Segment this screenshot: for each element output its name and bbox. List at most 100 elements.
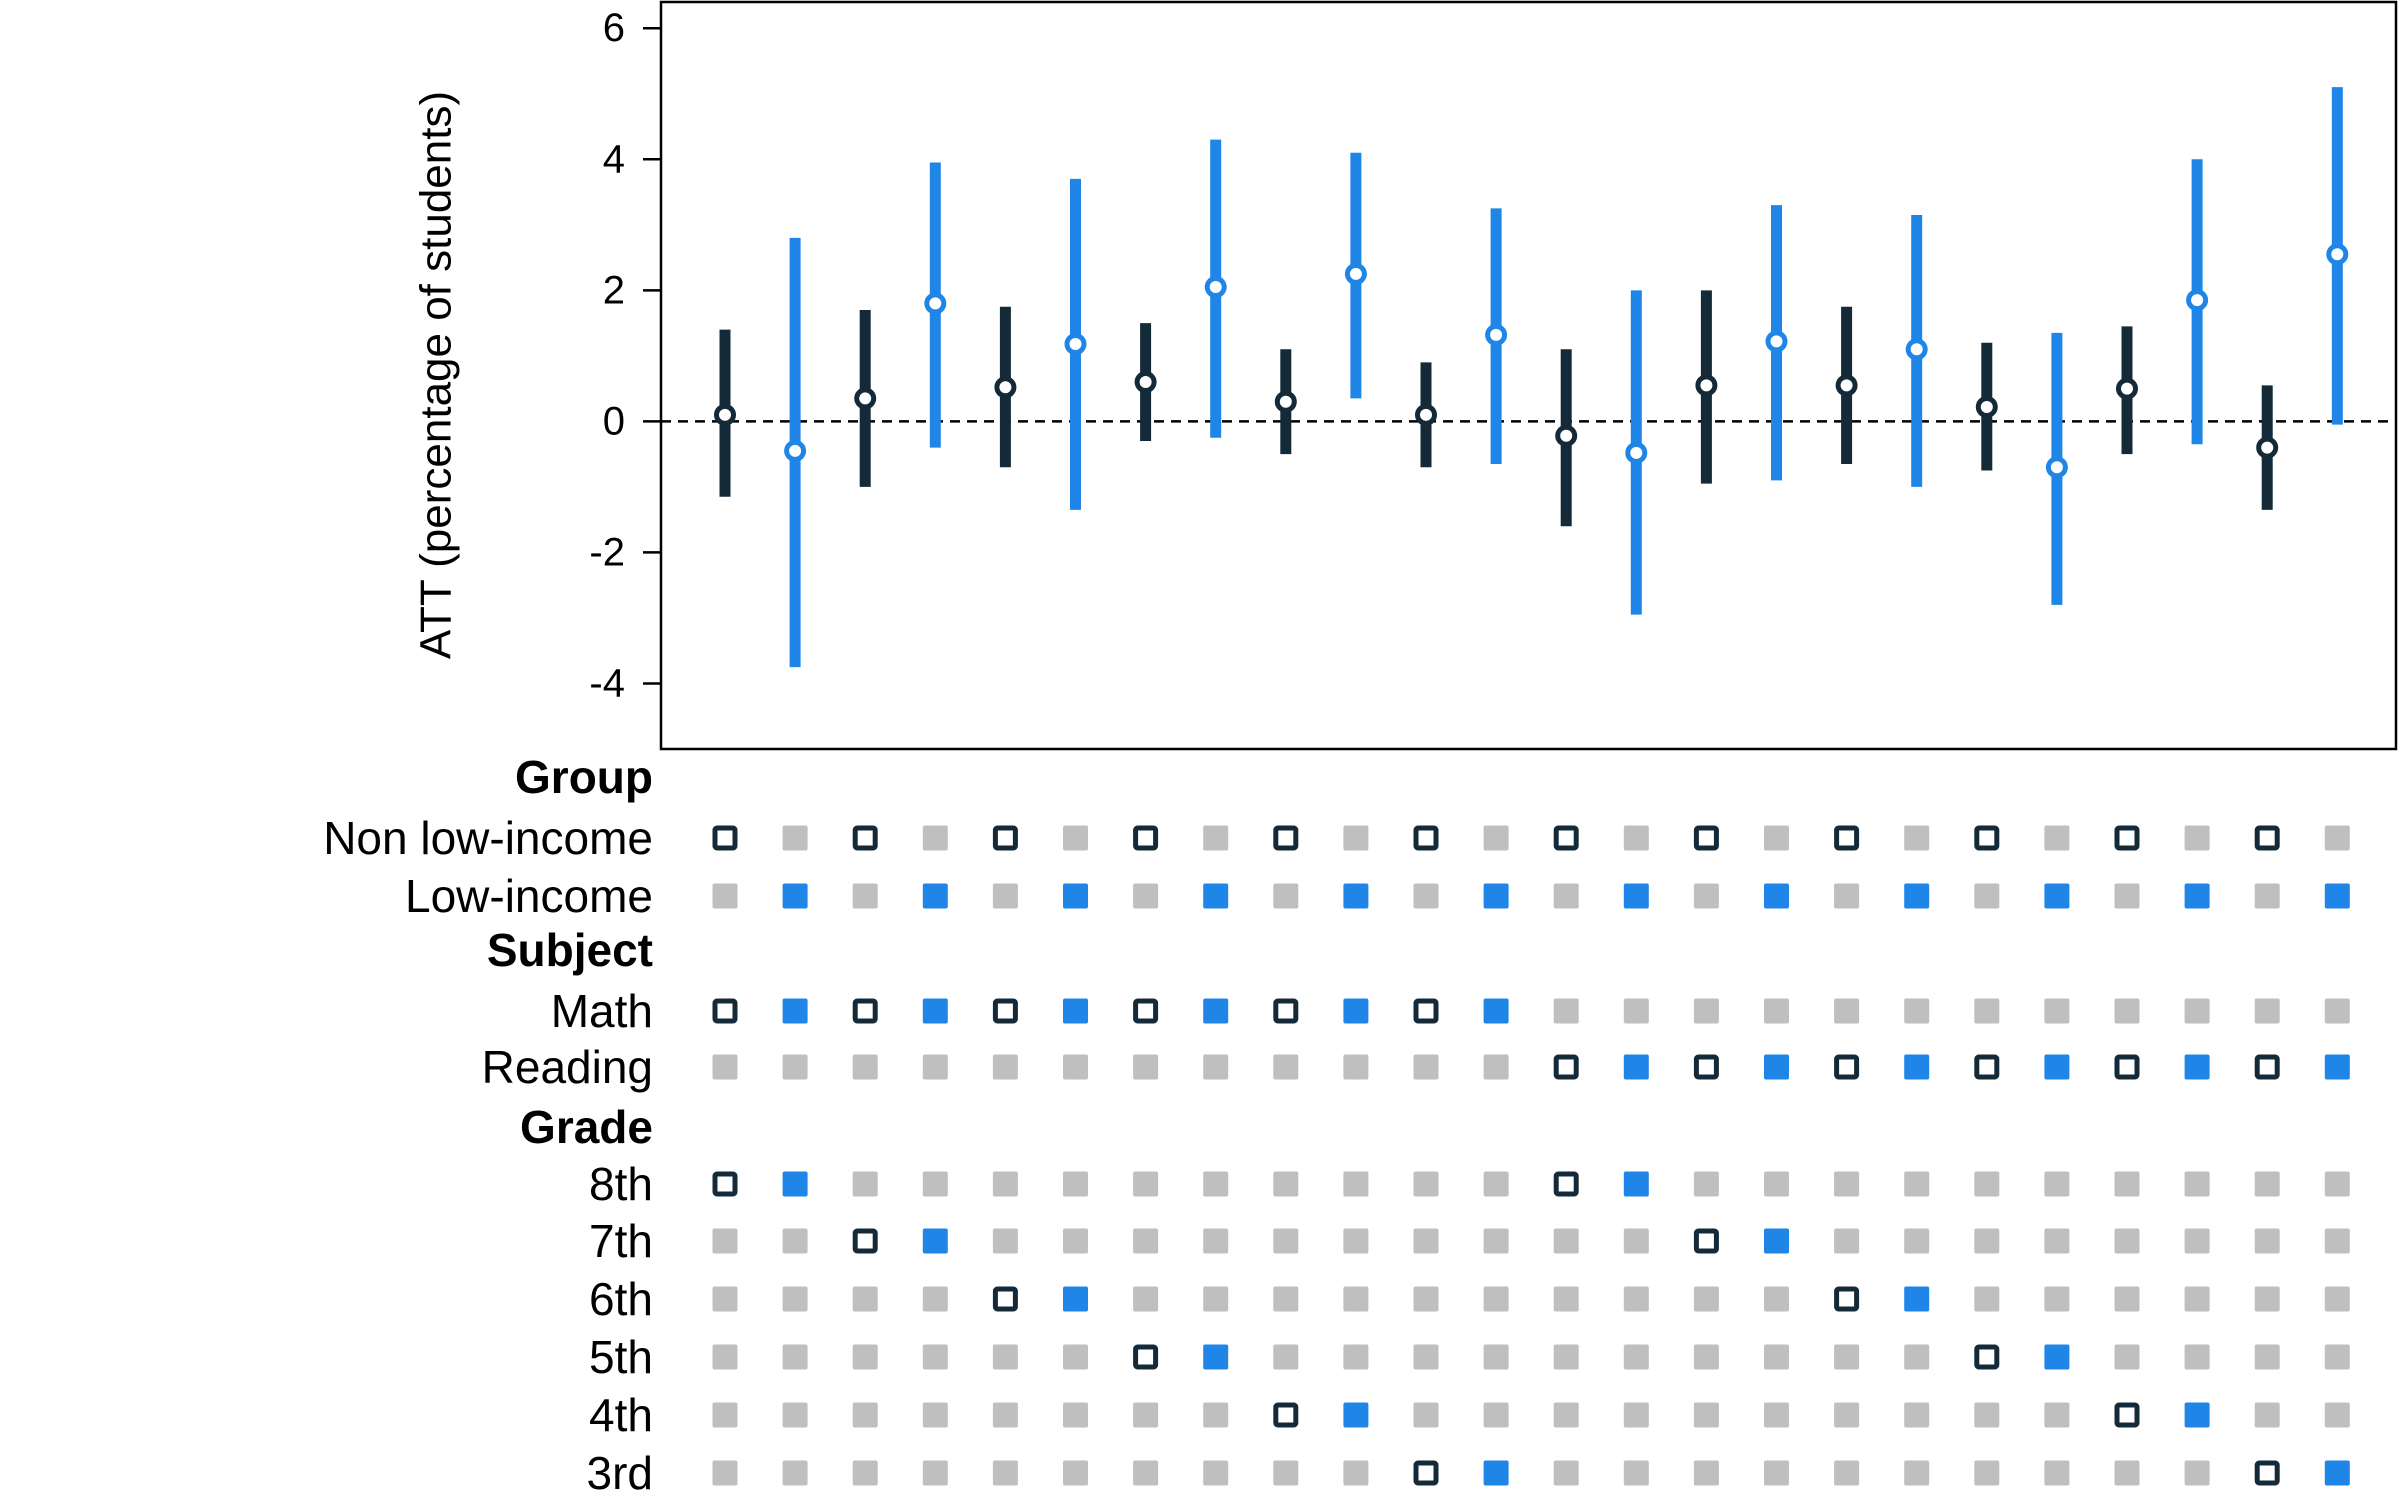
matrix-cell-non-low-income [1133,1344,1159,1370]
matrix-cell-inactive [2184,1344,2210,1370]
matrix-cell-inactive [1203,1054,1229,1080]
matrix-cell-inactive [2324,1344,2350,1370]
matrix-cell-inactive [1693,1402,1719,1428]
matrix-cell-non-low-income [1693,1228,1719,1254]
matrix-cell-inactive [2254,1344,2280,1370]
matrix-cell-non-low-income [2114,825,2140,851]
estimate-point [1204,276,1227,299]
y-tick-label: 0 [603,399,625,443]
estimate-point [1975,395,1998,418]
matrix-cell-inactive [1553,1402,1579,1428]
matrix-cell-inactive [1764,1460,1789,1486]
matrix-cell-inactive [1483,1402,1509,1428]
matrix-cell-inactive [1413,1344,1439,1370]
matrix-cell-inactive [782,1228,808,1254]
matrix-cell-inactive [852,1171,878,1197]
matrix-cell-inactive [1553,998,1579,1024]
matrix-cell-inactive [1553,883,1579,909]
matrix-cell-low-income [1764,883,1789,909]
matrix-cell-inactive [1203,825,1229,851]
matrix-cell-low-income [1904,1054,1930,1080]
matrix-cell-low-income [1483,998,1509,1024]
matrix-cell-non-low-income [852,998,878,1024]
matrix-cell-inactive [1343,825,1369,851]
matrix-cell-inactive [1764,998,1789,1024]
matrix-cell-inactive [1834,1228,1860,1254]
estimate-point [994,376,1017,399]
matrix-cell-non-low-income [1974,1054,2000,1080]
matrix-cell-inactive [852,1460,878,1486]
matrix-cell-inactive [712,1344,738,1370]
y-tick-label: 2 [603,268,625,312]
matrix-cell-inactive [2254,998,2280,1024]
matrix-cell-low-income [1483,883,1509,909]
matrix-cell-inactive [1413,883,1439,909]
matrix-cell-inactive [922,1344,948,1370]
matrix-cell-inactive [1343,1344,1369,1370]
matrix-cell-non-low-income [1974,1344,2000,1370]
y-tick-label: 6 [603,6,625,50]
matrix-cell-non-low-income [2114,1054,2140,1080]
matrix-cell-non-low-income [1413,998,1439,1024]
estimate-point [714,403,736,426]
matrix-cell-inactive [1203,1286,1229,1312]
matrix-cell-inactive [1273,1171,1299,1197]
matrix-cell-inactive [1693,1171,1719,1197]
matrix-cell-inactive [1343,1054,1369,1080]
matrix-row-label: Non low-income [323,812,653,864]
matrix-cell-low-income [1343,998,1369,1024]
matrix-cell-inactive [2044,1171,2070,1197]
matrix-cell-low-income [2184,883,2210,909]
matrix-cell-non-low-income [1413,825,1439,851]
matrix-cell-low-income [1764,1228,1789,1254]
matrix-cell-inactive [1904,1460,1930,1486]
matrix-cell-inactive [992,1228,1018,1254]
matrix-cell-inactive [2324,998,2350,1024]
matrix-cell-non-low-income [992,825,1018,851]
matrix-cell-low-income [1904,1286,1930,1312]
matrix-cell-inactive [1623,1460,1649,1486]
matrix-cell-inactive [2114,1344,2140,1370]
matrix-cell-low-income [1904,883,1930,909]
matrix-cell-non-low-income [2114,1402,2140,1428]
matrix-cell-inactive [1623,1402,1649,1428]
matrix-cell-inactive [1063,1228,1088,1254]
estimate-point [1905,338,1928,361]
matrix-cell-low-income [922,1228,948,1254]
matrix-cell-inactive [2184,998,2210,1024]
matrix-cell-inactive [1553,1286,1579,1312]
matrix-cell-low-income [1203,883,1229,909]
estimate-point [2045,456,2068,479]
matrix-cell-inactive [2114,1228,2140,1254]
y-axis-label: ATT (percentage of students) [412,91,461,659]
matrix-cell-inactive [1834,1171,1860,1197]
y-tick-label: -4 [589,661,625,705]
matrix-cell-inactive [1764,1402,1789,1428]
matrix-cell-inactive [992,1460,1018,1486]
matrix-cell-inactive [1483,1171,1509,1197]
matrix-cell-inactive [2324,1286,2350,1312]
matrix-cell-inactive [992,1344,1018,1370]
matrix-cell-inactive [1063,825,1088,851]
matrix-cell-inactive [1553,1344,1579,1370]
matrix-cell-inactive [1063,1054,1088,1080]
estimate-point [1134,371,1157,394]
y-axis: -4 -2 0 2 4 6 ATT (percentage of students) [412,6,661,705]
matrix-cell-inactive [1693,883,1719,909]
matrix-cell-inactive [1273,1460,1299,1486]
matrix-cell-inactive [2114,1460,2140,1486]
matrix-cell-low-income [1203,1344,1229,1370]
matrix-cell-inactive [2044,825,2070,851]
matrix-cell-low-income [1203,998,1229,1024]
matrix-cell-non-low-income [1974,825,2000,851]
matrix-cell-inactive [922,1402,948,1428]
matrix-cell-non-low-income [1273,998,1299,1024]
matrix-cell-inactive [1063,1171,1088,1197]
estimate-point [1064,333,1087,356]
matrix-cell-inactive [782,1054,808,1080]
matrix-row-label: 4th [589,1389,653,1441]
matrix-row-label: Math [551,985,653,1037]
matrix-cell-inactive [782,1286,808,1312]
matrix-cell-inactive [1133,1171,1159,1197]
